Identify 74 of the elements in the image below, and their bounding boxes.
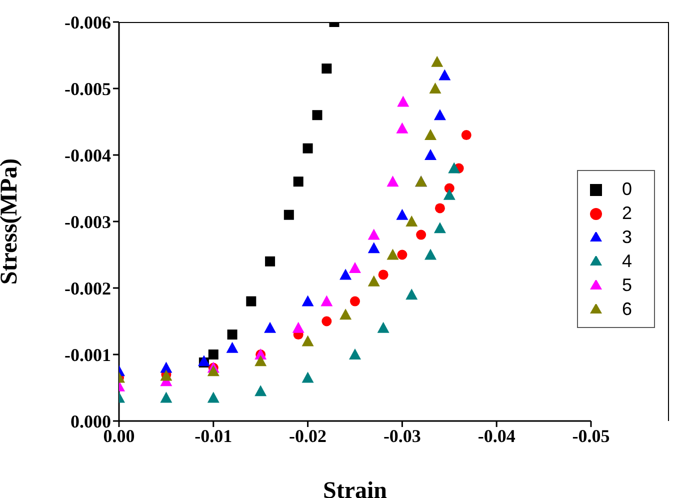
- point: [227, 330, 238, 340]
- x-tick-label: -0.03: [383, 426, 421, 446]
- point: [265, 256, 276, 266]
- legend-label: 0: [622, 179, 632, 199]
- point: [368, 275, 380, 286]
- point: [461, 130, 472, 140]
- point: [443, 188, 456, 200]
- point: [160, 362, 172, 373]
- point: [378, 270, 388, 280]
- x-axis-title: Strain: [322, 478, 387, 498]
- y-tick-label: -0.003: [64, 212, 111, 232]
- point: [406, 216, 418, 226]
- y-tick-label: -0.004: [64, 145, 111, 166]
- y-tick-label: -0.001: [64, 344, 111, 365]
- point: [207, 365, 220, 376]
- point: [254, 355, 267, 366]
- point: [377, 322, 390, 333]
- point: [429, 82, 442, 94]
- point: [302, 295, 314, 306]
- point: [431, 56, 444, 67]
- x-tick-label: -0.04: [478, 426, 516, 446]
- point: [434, 222, 446, 234]
- point: [397, 250, 408, 260]
- point: [293, 176, 304, 187]
- point: [386, 248, 399, 260]
- point: [322, 316, 332, 326]
- point: [424, 149, 437, 160]
- point: [448, 162, 460, 174]
- point: [226, 342, 238, 353]
- y-tick-label: -0.002: [64, 278, 111, 298]
- point: [264, 322, 276, 333]
- point: [396, 208, 408, 220]
- point: [302, 372, 314, 383]
- point: [312, 110, 322, 120]
- point: [368, 228, 380, 240]
- point: [416, 230, 426, 240]
- point: [348, 348, 361, 360]
- y-tick-label: -0.005: [64, 78, 111, 99]
- point: [386, 176, 399, 187]
- point: [406, 288, 418, 300]
- point: [340, 308, 352, 320]
- legend-label: 5: [622, 275, 632, 295]
- legend-label: 4: [622, 251, 632, 271]
- point: [350, 296, 360, 306]
- point: [254, 385, 267, 396]
- point: [368, 242, 380, 254]
- point: [160, 392, 172, 403]
- point: [397, 96, 410, 107]
- point: [302, 143, 313, 154]
- y-tick-label: -0.006: [64, 12, 111, 32]
- point: [292, 322, 304, 333]
- point: [434, 203, 445, 214]
- point: [284, 210, 294, 220]
- legend-label: 2: [622, 203, 632, 223]
- point: [434, 109, 446, 120]
- point: [396, 122, 408, 134]
- point: [424, 248, 437, 260]
- point: [246, 296, 256, 306]
- point: [438, 69, 451, 80]
- legend-label: 6: [622, 299, 632, 319]
- x-tick-label: -0.05: [572, 426, 610, 446]
- point: [340, 268, 352, 280]
- x-tick-label: -0.02: [289, 426, 327, 446]
- point: [348, 262, 361, 274]
- y-tick-label: 0.000: [70, 411, 111, 432]
- point: [207, 392, 220, 403]
- legend-label: 3: [622, 227, 632, 247]
- point: [320, 295, 333, 306]
- point: [322, 64, 332, 74]
- point: [302, 335, 314, 346]
- y-axis-title: Stress(MPa): [0, 158, 23, 285]
- point: [424, 129, 437, 140]
- point: [208, 350, 218, 360]
- x-tick-label: -0.01: [194, 426, 232, 446]
